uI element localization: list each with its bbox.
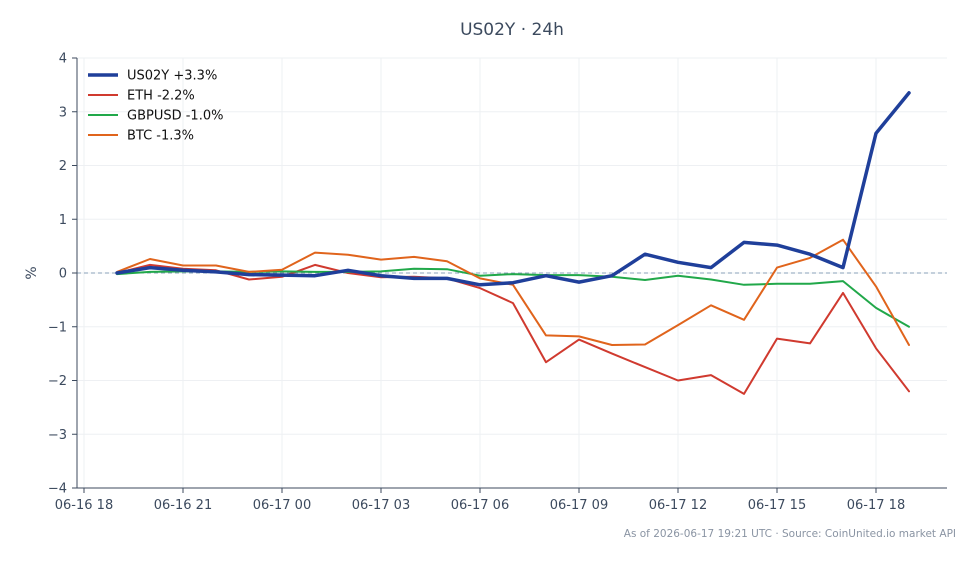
x-tick-label: 06-17 03 <box>352 498 410 513</box>
y-tick-label: −2 <box>48 374 67 389</box>
x-tick-label: 06-16 21 <box>154 498 212 513</box>
series-line <box>115 91 911 287</box>
y-axis-label: % <box>24 266 40 279</box>
y-tick-label: 1 <box>59 213 67 228</box>
y-tick-label: 0 <box>59 267 67 282</box>
x-tick-label: 06-17 12 <box>649 498 707 513</box>
x-tick-label: 06-17 00 <box>253 498 311 513</box>
legend: US02Y +3.3% ETH -2.2% GBPUSD -1.0% BTC -1.3… <box>88 69 223 144</box>
y-ticks: −4 −3 −2 −1 0 1 2 3 4 <box>48 52 77 497</box>
chart-title: US02Y · 24h <box>460 20 564 40</box>
y-tick-label: −4 <box>48 482 67 497</box>
x-ticks: 06-16 18 06-16 21 06-17 00 06-17 03 06-17 06… <box>55 488 905 513</box>
legend-label: GBPUSD -1.0% <box>127 109 223 124</box>
x-tick-label: 06-17 06 <box>451 498 509 513</box>
series-lines <box>115 91 911 395</box>
y-tick-label: 3 <box>59 105 67 120</box>
x-tick-label: 06-17 15 <box>748 498 806 513</box>
x-tick-label: 06-16 18 <box>55 498 113 513</box>
y-tick-label: 4 <box>59 52 67 67</box>
series-line <box>116 263 910 395</box>
y-tick-label: −3 <box>48 428 67 443</box>
source-footnote: As of 2026-06-17 19:21 UTC · Source: Coi… <box>623 528 956 540</box>
x-tick-label: 06-17 18 <box>847 498 905 513</box>
legend-label: US02Y +3.3% <box>127 69 217 84</box>
x-tick-label: 06-17 09 <box>550 498 608 513</box>
y-tick-label: −1 <box>48 320 67 335</box>
legend-label: BTC -1.3% <box>127 129 194 144</box>
series-line <box>116 267 910 328</box>
legend-label: ETH -2.2% <box>127 89 195 104</box>
y-tick-label: 2 <box>59 159 67 174</box>
series-line <box>116 238 910 346</box>
